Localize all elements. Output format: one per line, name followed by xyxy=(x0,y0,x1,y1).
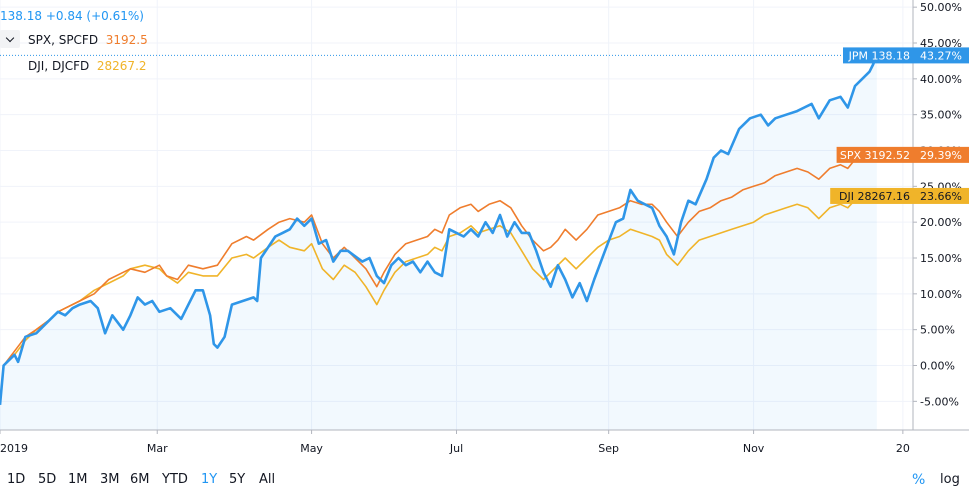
range-5d-button[interactable]: 5D xyxy=(38,472,57,487)
y-tick-label: 50.00% xyxy=(920,1,962,14)
collapse-legend-button[interactable] xyxy=(0,30,20,48)
axis-tag-value-jpm: 43.27% xyxy=(920,49,962,62)
y-tick-label: 10.00% xyxy=(920,288,962,301)
chart-area-fill xyxy=(0,55,877,431)
y-tick-label: -5.00% xyxy=(920,395,959,408)
legend-spx-value: 3192.5 xyxy=(105,33,148,47)
x-tick-label: Nov xyxy=(743,442,765,455)
range-5y-button[interactable]: 5Y xyxy=(229,472,246,487)
series-tag-bg-dji xyxy=(830,187,913,204)
series-tag-label-spx: SPX 3192.52 xyxy=(840,149,910,162)
range-toolbar: 1D 5D 1M 3M 6M YTD 1Y 5Y All % log xyxy=(0,464,969,495)
log-scale-toggle[interactable]: log xyxy=(940,472,960,487)
legend-item-dji[interactable]: DJI, DJCFD 28267.2 xyxy=(28,58,147,74)
x-tick-label: Sep xyxy=(598,442,619,455)
series-tag-bg-spx xyxy=(836,146,913,163)
x-tick-label: May xyxy=(300,442,323,455)
last-value-tags: JPM 138.18 43.27% SPX 3192.52 29.39% DJI 282… xyxy=(0,47,969,204)
y-tick-label: 45.00% xyxy=(920,37,962,50)
percent-scale-toggle[interactable]: % xyxy=(912,472,926,488)
y-tick-label: 0.00% xyxy=(920,360,955,373)
range-3m-button[interactable]: 3M xyxy=(100,472,120,487)
range-6m-button[interactable]: 6M xyxy=(130,472,150,487)
y-tick-label: 5.00% xyxy=(920,324,955,337)
axis-tag-bg-spx xyxy=(913,146,969,163)
y-tick-label: 40.00% xyxy=(920,73,962,86)
series-tag-bg-jpm xyxy=(843,47,913,64)
range-1d-button[interactable]: 1D xyxy=(7,472,26,487)
series-line-spx xyxy=(2,154,860,366)
main-quote: 138.18 +0.84 (+0.61%) xyxy=(0,8,144,24)
axis-tag-bg-dji xyxy=(913,187,969,204)
series-tag-label-dji: DJI 28267.16 xyxy=(839,190,910,203)
x-tick-label: Jul xyxy=(449,442,463,455)
axis-tag-value-spx: 29.39% xyxy=(920,149,962,162)
main-quote-price: 138.18 xyxy=(0,9,42,23)
x-axis: 2019 Mar May Jul Sep Nov 20 xyxy=(0,429,969,455)
series-line-jpm xyxy=(0,54,879,406)
y-tick-label: 20.00% xyxy=(920,216,962,229)
chart-series-lines xyxy=(0,54,879,406)
legend-spx-label: SPX, SPCFD xyxy=(28,33,99,47)
x-tick-label: 20 xyxy=(896,442,910,455)
range-ytd-button[interactable]: YTD xyxy=(162,472,188,487)
legend-dji-value: 28267.2 xyxy=(96,59,147,73)
range-1m-button[interactable]: 1M xyxy=(68,472,88,487)
y-tick-label: 15.00% xyxy=(920,252,962,265)
axis-tag-bg-jpm xyxy=(913,47,969,64)
range-all-button[interactable]: All xyxy=(259,472,276,487)
series-area-jpm xyxy=(0,55,877,431)
y-axis: -5.00%0.00%5.00%10.00%15.00%20.00%25.00%… xyxy=(912,0,962,430)
main-quote-change: +0.84 (+0.61%) xyxy=(45,9,144,23)
series-tag-label-jpm: JPM 138.18 xyxy=(848,49,910,62)
y-tick-label: 35.00% xyxy=(920,109,962,122)
legend-dji-label: DJI, DJCFD xyxy=(28,59,90,73)
x-tick-label: 2019 xyxy=(0,442,28,455)
axis-tag-value-dji: 23.66% xyxy=(920,190,962,203)
range-1y-button[interactable]: 1Y xyxy=(201,472,218,487)
legend-item-spx[interactable]: SPX, SPCFD 3192.5 xyxy=(28,32,148,48)
x-tick-label: Mar xyxy=(147,442,168,455)
